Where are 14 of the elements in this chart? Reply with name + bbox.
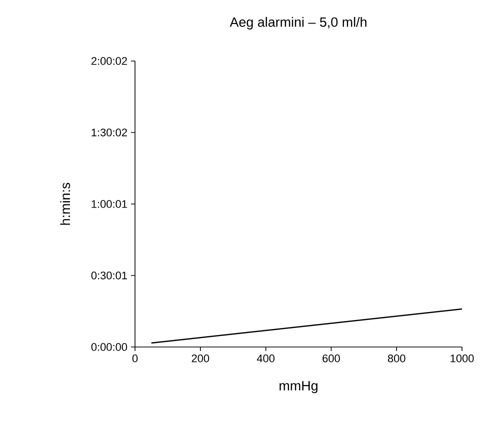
y-tick-label: 1:00:01 bbox=[92, 200, 127, 208]
x-tick-label: 1000 bbox=[450, 354, 474, 362]
x-axis-title: mmHg bbox=[280, 381, 318, 394]
y-tick-label: 1:30:02 bbox=[92, 128, 127, 136]
x-tick-label: 200 bbox=[192, 354, 210, 362]
x-tick-label: 400 bbox=[256, 354, 275, 362]
y-tick-label: 0:00:00 bbox=[91, 343, 128, 351]
chart-title: Aeg alarmini – 5,0 ml/h bbox=[230, 16, 366, 30]
x-tick-label: 600 bbox=[322, 354, 340, 362]
y-axis-title: h:min:s bbox=[60, 182, 70, 225]
y-tick-label: 0:30:01 bbox=[91, 272, 127, 280]
x-tick-label: 800 bbox=[388, 354, 406, 362]
x-tick-label: 0 bbox=[132, 354, 138, 362]
y-tick-label: 2:00:02 bbox=[91, 57, 127, 65]
